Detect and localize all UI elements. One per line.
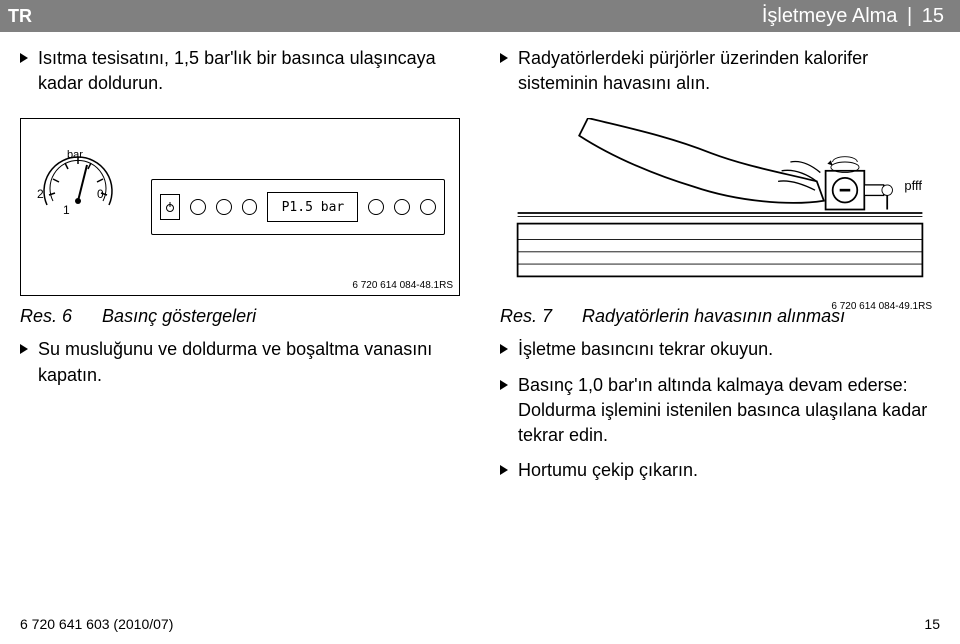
bullet-text: Isıtma tesisatını, 1,5 bar'lık bir basın…	[38, 46, 460, 96]
triangle-icon	[500, 380, 508, 390]
footer-page: 15	[924, 616, 940, 632]
power-button-icon	[160, 194, 180, 220]
bullet-right-1: Radyatörlerdeki pürjörler üzerinden kalo…	[500, 46, 940, 96]
figure-left: bar 2 1 0 P1.5 bar 6 720 614 084-48.1RS	[20, 118, 460, 296]
triangle-icon	[20, 53, 28, 63]
caption-right: Res. 7 Radyatörlerin havasının alınması …	[500, 306, 940, 493]
triangle-icon	[500, 53, 508, 63]
content-row: Isıtma tesisatını, 1,5 bar'lık bir basın…	[0, 32, 960, 106]
figure-code: 6 720 614 084-48.1RS	[352, 280, 453, 291]
sound-label: pfff	[904, 178, 922, 193]
col-right: Radyatörlerdeki pürjörler üzerinden kalo…	[500, 46, 940, 106]
footer-doc-id: 6 720 641 603 (2010/07)	[20, 616, 173, 632]
figure-left-box: bar 2 1 0 P1.5 bar 6 720 614 084-48.1RS	[20, 118, 460, 296]
bullet-text: Radyatörlerdeki pürjörler üzerinden kalo…	[518, 46, 940, 96]
figure-code: 6 720 614 084-49.1RS	[829, 301, 934, 312]
caption-left: Res. 6 Basınç göstergeleri Su musluğunu …	[20, 306, 460, 493]
header-page-top: 15	[922, 5, 944, 27]
round-button-icon	[420, 199, 436, 215]
header-lang: TR	[8, 6, 32, 27]
bullet-text: Su musluğunu ve doldurma ve boşaltma van…	[38, 337, 460, 387]
triangle-icon	[20, 344, 28, 354]
res-number: Res. 7	[500, 306, 552, 326]
triangle-icon	[500, 344, 508, 354]
res-title: Radyatörlerin havasının alınması	[582, 306, 845, 326]
res-title: Basınç göstergeleri	[102, 306, 256, 326]
radiator-bleed-icon	[500, 118, 940, 294]
bullet-cap-left-1: Su musluğunu ve doldurma ve boşaltma van…	[20, 337, 460, 387]
figure-caption: Res. 6 Basınç göstergeleri	[20, 306, 460, 327]
page-footer: 6 720 641 603 (2010/07) 15	[20, 616, 940, 632]
page-header: TR İşletmeye Alma | 15	[0, 0, 960, 32]
round-button-icon	[368, 199, 384, 215]
bullet-left-1: Isıtma tesisatını, 1,5 bar'lık bir basın…	[20, 46, 460, 96]
figure-row: bar 2 1 0 P1.5 bar 6 720 614 084-48.1RS	[0, 106, 960, 296]
bullet-cap-right-3: Hortumu çekip çıkarın.	[500, 458, 940, 483]
bullet-text: Hortumu çekip çıkarın.	[518, 458, 698, 483]
round-button-icon	[216, 199, 232, 215]
figure-right: pfff 6 720 614 084-49.1RS	[500, 118, 940, 296]
header-divider: |	[907, 5, 912, 27]
header-title: İşletmeye Alma | 15	[762, 5, 944, 28]
caption-row: Res. 6 Basınç göstergeleri Su musluğunu …	[0, 296, 960, 493]
col-left: Isıtma tesisatını, 1,5 bar'lık bir basın…	[20, 46, 460, 106]
round-button-icon	[394, 199, 410, 215]
res-number: Res. 6	[20, 306, 72, 326]
round-button-icon	[242, 199, 258, 215]
bullet-text: Basınç 1,0 bar'ın altında kalmaya devam …	[518, 373, 940, 449]
lcd-display: P1.5 bar	[267, 192, 358, 222]
gauge-label-0: 0	[97, 187, 104, 201]
gauge-label-2: 2	[37, 187, 44, 201]
gauge-unit: bar	[67, 149, 83, 161]
bullet-cap-right-2: Basınç 1,0 bar'ın altında kalmaya devam …	[500, 373, 940, 449]
bullet-cap-right-1: İşletme basıncını tekrar okuyun.	[500, 337, 940, 362]
control-panel: P1.5 bar	[151, 179, 445, 235]
bullet-text: İşletme basıncını tekrar okuyun.	[518, 337, 773, 362]
round-button-icon	[190, 199, 206, 215]
gauge-label-1: 1	[63, 203, 70, 217]
figure-right-box: pfff	[500, 118, 940, 294]
header-section: İşletmeye Alma	[762, 5, 898, 27]
triangle-icon	[500, 465, 508, 475]
